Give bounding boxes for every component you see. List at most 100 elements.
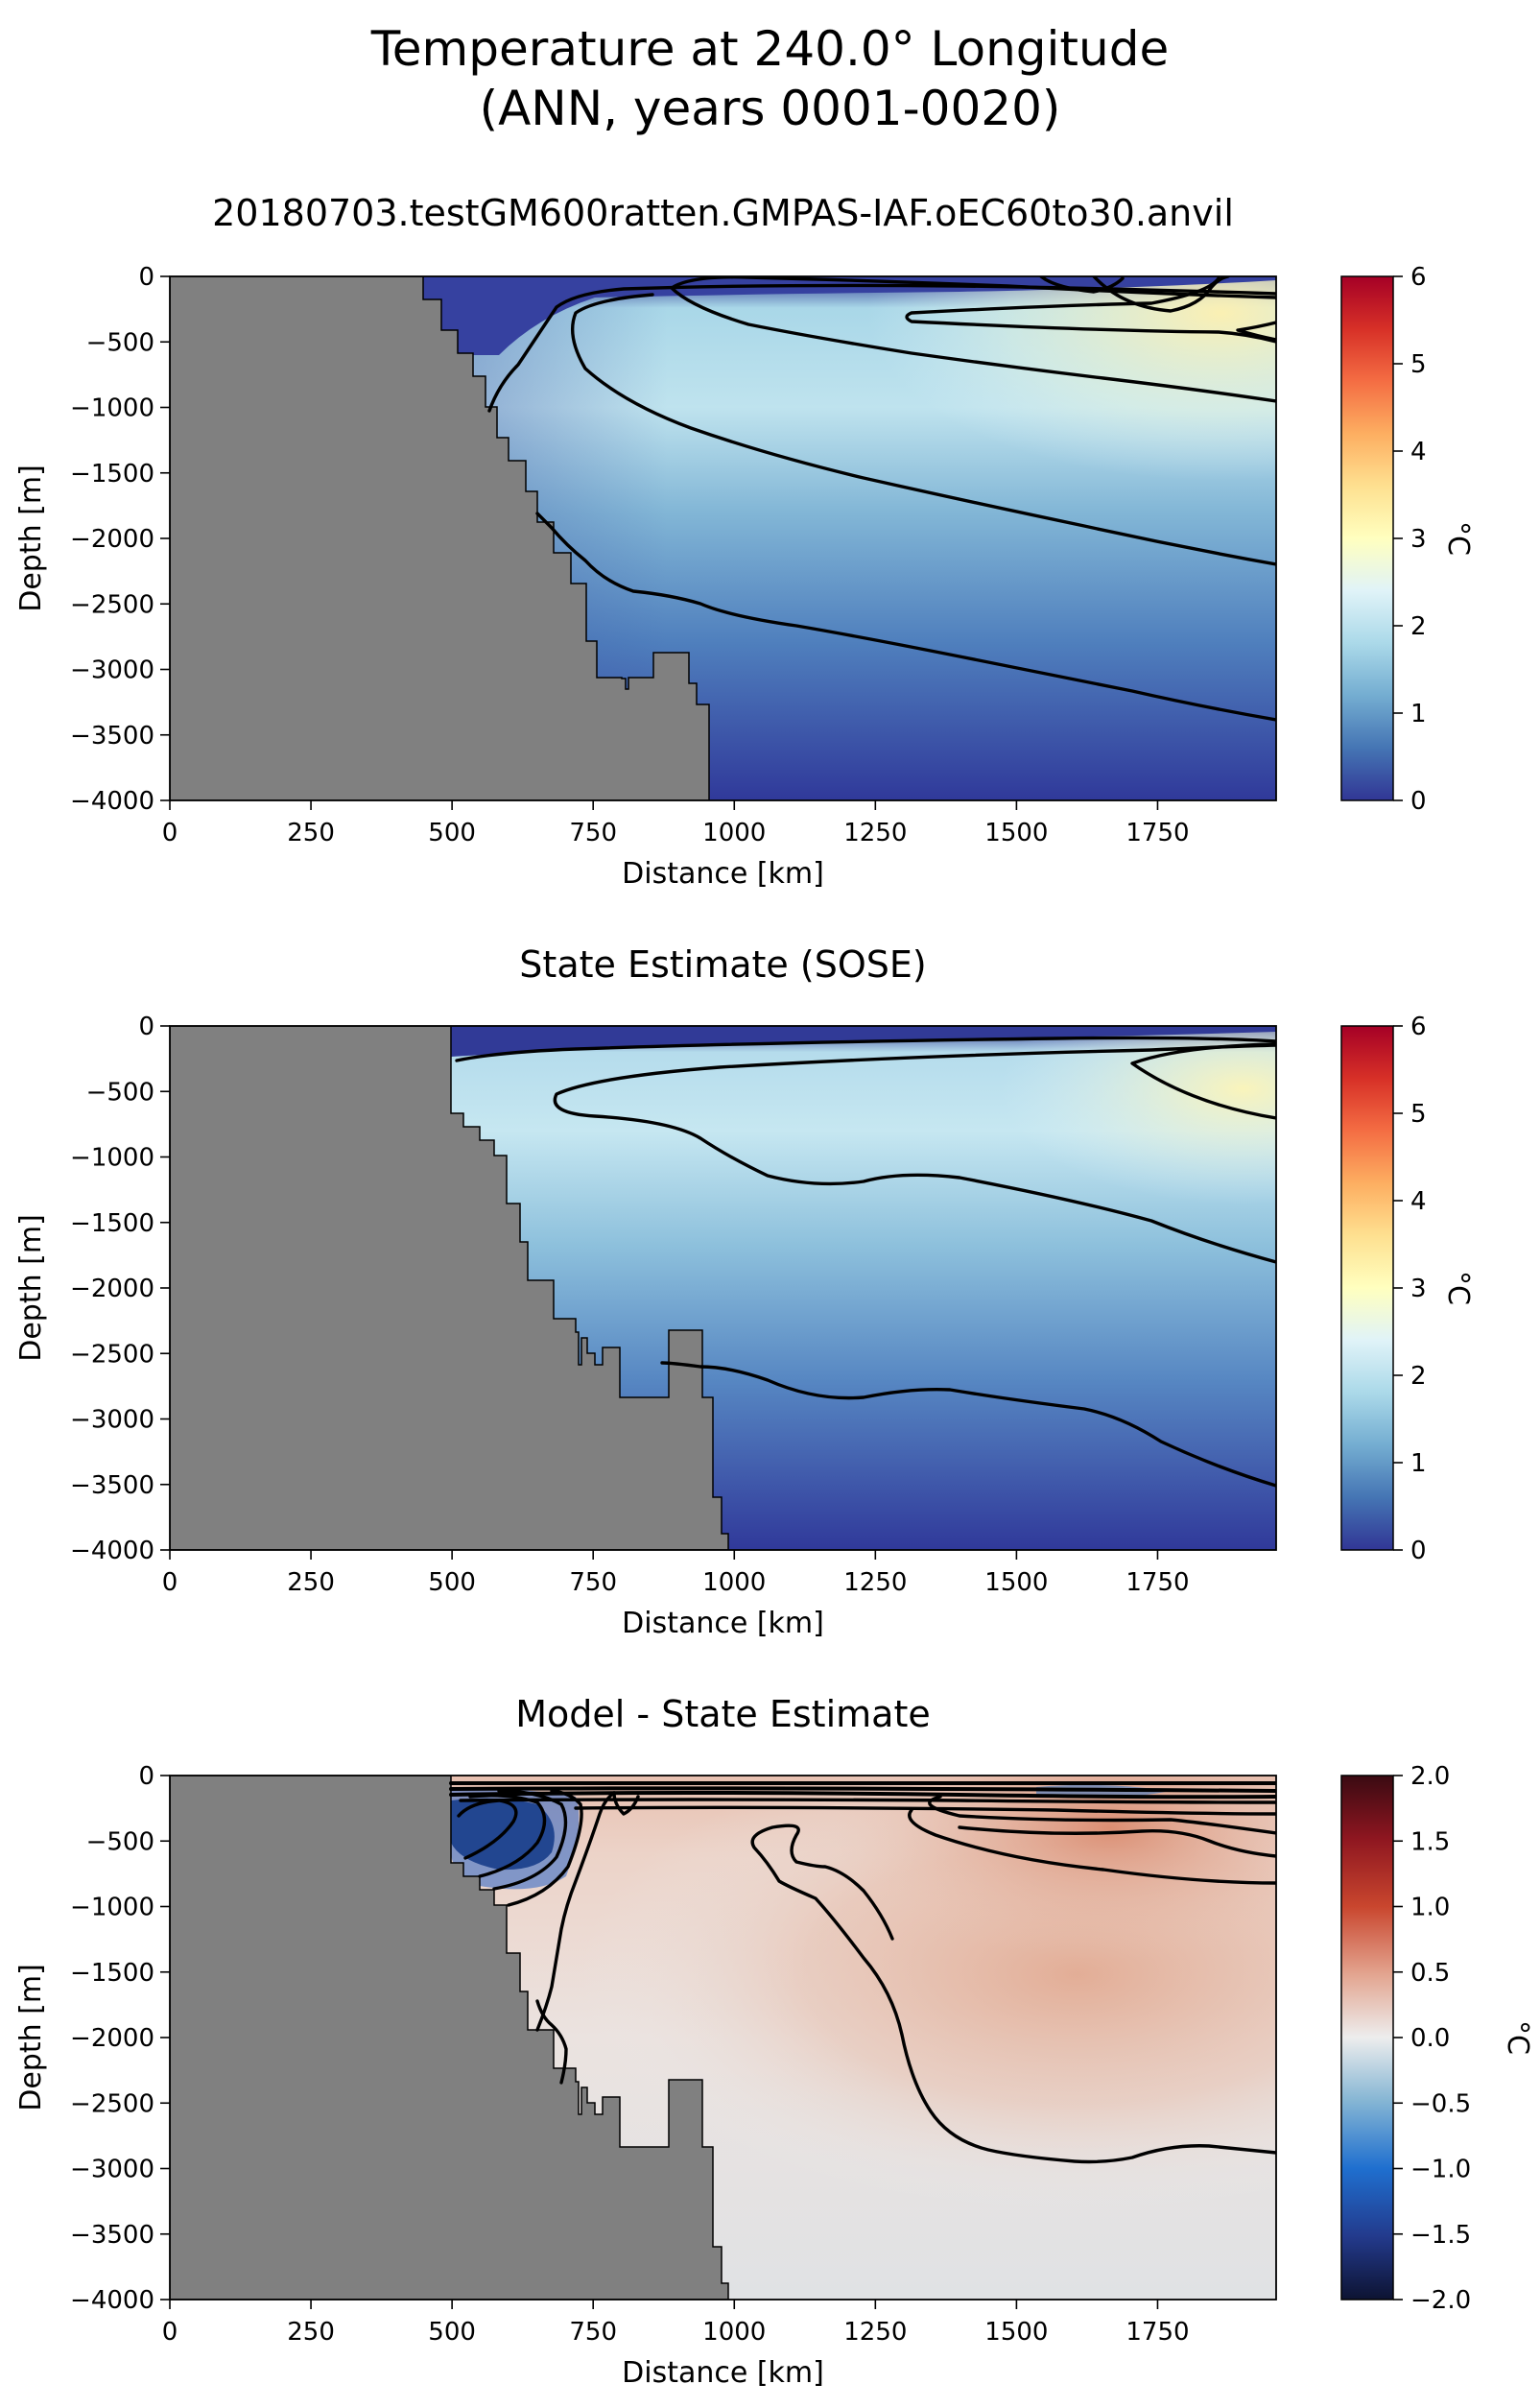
colorbar-tick-label: 5 <box>1410 350 1427 379</box>
colorbar-tick-label: −1.0 <box>1410 2156 1471 2184</box>
panel-2-x-axis-label: Distance [km] <box>622 1607 824 1640</box>
panel-2-colorbar <box>1340 1025 1394 1551</box>
y-tick-label: −500 <box>86 1078 154 1107</box>
colorbar-tick-label: 6 <box>1410 263 1427 292</box>
y-tick-label: −3000 <box>70 656 154 685</box>
x-tick-label: 0 <box>162 1568 178 1597</box>
panel-1-title: 20180703.testGM600ratten.GMPAS-IAF.oEC60… <box>212 192 1234 234</box>
x-tick-label: 250 <box>287 2318 335 2347</box>
x-tick-label: 1000 <box>702 2318 766 2347</box>
colorbar-tick-label: 0.0 <box>1410 2024 1450 2053</box>
y-tick-label: −3500 <box>70 2221 154 2250</box>
x-tick-label: 1000 <box>702 819 766 847</box>
panel-1-plot <box>170 276 1276 800</box>
colorbar-tick-label: 4 <box>1410 1187 1427 1216</box>
panel-3-contours <box>449 1781 1276 2164</box>
x-tick-label: 500 <box>428 2318 476 2347</box>
panel-3-x-axis-label: Distance [km] <box>622 2356 824 2390</box>
y-tick-label: −500 <box>86 1827 154 1856</box>
colorbar-tick-label: 5 <box>1410 1100 1427 1129</box>
panel-1-y-axis-label: Depth [m] <box>14 465 48 612</box>
colorbar-tick-label: −0.5 <box>1410 2089 1471 2118</box>
panel-3-x-ticks: 0 250 500 750 1000 1250 1500 1750 <box>162 2300 1190 2347</box>
figure-title-line-1: Temperature at 240.0° Longitude <box>370 21 1170 77</box>
panel-2-colorbar-ticks: 0 1 2 3 4 5 6 <box>1393 1013 1427 1565</box>
panel-2-land <box>170 1026 729 1550</box>
colorbar-tick-label: 2 <box>1410 612 1427 641</box>
colorbar-tick-label: 1.5 <box>1410 1827 1450 1856</box>
panel-3-cold-ring <box>451 1789 580 1890</box>
panel-3-title: Model - State Estimate <box>515 1693 931 1735</box>
y-tick-label: 0 <box>138 1013 154 1041</box>
panel-3-plot <box>170 1776 1276 2300</box>
y-tick-label: 0 <box>138 1762 154 1791</box>
y-tick-label: −3500 <box>70 722 154 751</box>
panel-1-colorbar <box>1340 275 1394 801</box>
x-tick-label: 1750 <box>1125 2318 1189 2347</box>
panel-2-plot <box>170 1026 1276 1550</box>
figure-title-line-2: (ANN, years 0001-0020) <box>479 81 1061 136</box>
colorbar-tick-label: 0 <box>1410 1537 1427 1565</box>
y-tick-label: −1000 <box>70 1894 154 1922</box>
x-tick-label: 500 <box>428 1568 476 1597</box>
colorbar-tick-label: 1 <box>1410 700 1427 728</box>
panel-2-surface-cold-layer <box>451 1026 1276 1057</box>
colorbar-tick-label: 1.0 <box>1410 1894 1450 1922</box>
panel-2-colorbar-label: °C <box>1441 1271 1475 1305</box>
y-tick-label: −4000 <box>70 1537 154 1565</box>
panel-2-y-ticks: 0 −500 −1000 −1500 −2000 −2500 −3000 −3500 −4000 <box>70 1013 170 1565</box>
colorbar-tick-label: 1 <box>1410 1449 1427 1478</box>
colorbar-tick-label: −1.5 <box>1410 2221 1471 2250</box>
y-tick-label: −2500 <box>70 1340 154 1369</box>
panel-1-colorbar-ticks: 0 1 2 3 4 5 6 <box>1393 263 1427 816</box>
y-tick-label: −1500 <box>70 1209 154 1238</box>
colorbar-tick-label: 2.0 <box>1410 1762 1450 1791</box>
panel-1-colorbar-label: °C <box>1441 521 1475 556</box>
panel-3-y-axis-label: Depth [m] <box>14 1964 48 2111</box>
x-tick-label: 750 <box>569 2318 617 2347</box>
colorbar-tick-label: 0.5 <box>1410 1959 1450 1988</box>
colorbar-tick-label: −2.0 <box>1410 2286 1471 2315</box>
panel-2-contours <box>455 1036 1276 1488</box>
x-tick-label: 1250 <box>843 819 907 847</box>
x-tick-label: 1500 <box>984 1568 1048 1597</box>
y-tick-label: −4000 <box>70 787 154 816</box>
x-tick-label: 250 <box>287 819 335 847</box>
colorbar-tick-label: 2 <box>1410 1362 1427 1391</box>
panel-3-y-ticks: 0 −500 −1000 −1500 −2000 −2500 −3000 −3500 −4000 <box>70 1762 170 2315</box>
panel-3-colorbar <box>1340 1775 1394 2301</box>
y-tick-label: −1500 <box>70 1959 154 1988</box>
y-tick-label: −2500 <box>70 590 154 619</box>
y-tick-label: −1000 <box>70 394 154 423</box>
colorbar-tick-label: 0 <box>1410 787 1427 816</box>
y-tick-label: −2000 <box>70 2024 154 2053</box>
colorbar-tick-label: 6 <box>1410 1013 1427 1041</box>
panel-1-x-ticks: 0 250 500 750 1000 1250 1500 1750 <box>162 800 1190 847</box>
colorbar-tick-label: 3 <box>1410 525 1427 554</box>
y-tick-label: −4000 <box>70 2286 154 2315</box>
x-tick-label: 0 <box>162 2318 178 2347</box>
x-tick-label: 250 <box>287 1568 335 1597</box>
x-tick-label: 1250 <box>843 1568 907 1597</box>
y-tick-label: −2000 <box>70 525 154 554</box>
panel-1-land <box>170 276 710 800</box>
colorbar-tick-label: 3 <box>1410 1275 1427 1303</box>
panel-1-y-ticks: 0 −500 −1000 −1500 −2000 −2500 −3000 −3500 −4000 <box>70 263 170 816</box>
y-tick-label: −2500 <box>70 2089 154 2118</box>
x-tick-label: 1750 <box>1125 819 1189 847</box>
x-tick-label: 1250 <box>843 2318 907 2347</box>
x-tick-label: 500 <box>428 819 476 847</box>
panel-3-colorbar-label: °C <box>1501 2020 1534 2055</box>
x-tick-label: 1000 <box>702 1568 766 1597</box>
panel-1-x-axis-label: Distance [km] <box>622 857 824 891</box>
y-tick-label: −2000 <box>70 1275 154 1303</box>
y-tick-label: −1000 <box>70 1144 154 1173</box>
y-tick-label: −3000 <box>70 2156 154 2184</box>
panel-2-title: State Estimate (SOSE) <box>519 943 927 986</box>
y-tick-label: −3000 <box>70 1406 154 1435</box>
y-tick-label: −3500 <box>70 1471 154 1500</box>
y-tick-label: −1500 <box>70 460 154 489</box>
panel-2-y-axis-label: Depth [m] <box>14 1214 48 1362</box>
x-tick-label: 1500 <box>984 2318 1048 2347</box>
